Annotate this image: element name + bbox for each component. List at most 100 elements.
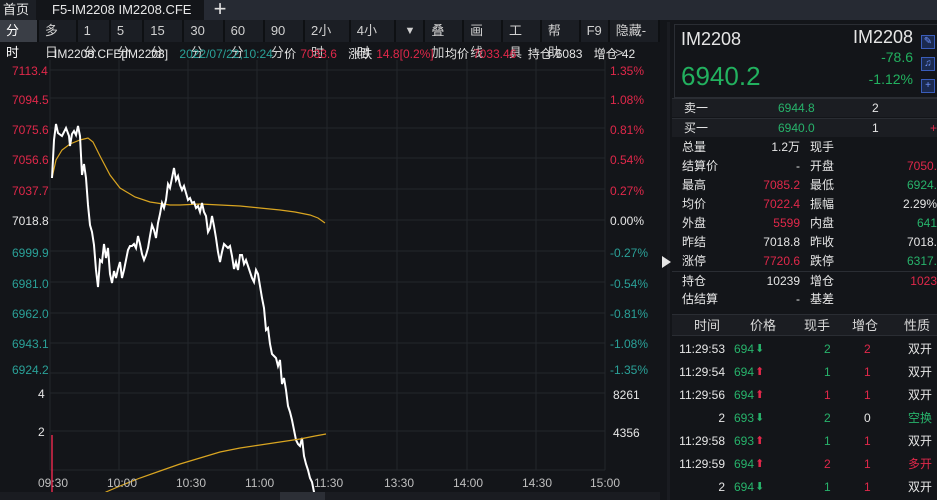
- stat-value: 7720.6: [763, 254, 800, 268]
- tab-bar: 首页 F5-IM2208 IM2208.CFE +: [0, 0, 937, 20]
- tick-row[interactable]: 11:29:56 694 ⬆ 1 1 双开: [672, 384, 937, 407]
- tab-home[interactable]: 首页: [0, 0, 36, 20]
- stat-value: 5599: [773, 216, 800, 230]
- stat-value: 1023: [910, 274, 937, 288]
- price-line: [51, 123, 317, 499]
- alert-bell-icon[interactable]: ♫: [921, 57, 935, 71]
- tick-volume: 2: [824, 411, 831, 425]
- add-tab-button[interactable]: +: [213, 0, 227, 21]
- price-tick: 6962.0: [12, 307, 49, 321]
- tick-oi-change: 1: [864, 388, 871, 402]
- tools-button[interactable]: 工具: [502, 20, 542, 60]
- tick-oi-change: 1: [864, 434, 871, 448]
- period-15m[interactable]: 15分: [144, 20, 185, 60]
- collapse-panel-icon[interactable]: [662, 256, 671, 268]
- stat-value: 7022.4: [763, 197, 800, 211]
- tick-row[interactable]: 2 694 ⬇ 1 1 双开: [672, 476, 937, 499]
- quote-panel: IM2208 IM2208 6940.2 -78.6 -1.12% ✎ ♫ + …: [672, 22, 937, 500]
- stats-row: 估结算 - 基差: [672, 290, 937, 309]
- tick-oi-change: 1: [864, 457, 871, 471]
- tick-nature: 双开: [908, 434, 933, 448]
- ask-qty: 2: [872, 101, 879, 115]
- col-price: 价格: [750, 318, 777, 333]
- pct-tick: -0.54%: [610, 277, 649, 291]
- period-toolbar: 分时 多日 1分 5分 15分 30分 60分 90分 2小时 4小时 ▼ 叠加…: [0, 20, 660, 60]
- tick-volume: 1: [824, 388, 831, 402]
- tick-row[interactable]: 11:29:53 694 ⬇ 2 2 双开: [672, 338, 937, 361]
- period-1m[interactable]: 1分: [77, 20, 111, 60]
- stat-value: -: [796, 159, 800, 173]
- price-tick: 6999.9: [12, 246, 49, 260]
- tick-price: 694: [734, 388, 755, 402]
- stat-value: 1.2万: [771, 140, 800, 154]
- overlay-button[interactable]: 叠加: [425, 20, 465, 60]
- tab-im2208[interactable]: F5-IM2208 IM2208.CFE: [36, 0, 204, 20]
- tick-oi-change: 1: [864, 365, 871, 379]
- scrollbar-thumb[interactable]: [280, 492, 325, 500]
- price-tick: 7018.8: [12, 214, 49, 228]
- stat-value: 7050.: [906, 159, 937, 173]
- bid-label: 买一: [684, 121, 709, 135]
- intraday-chart[interactable]: 7113.4 7094.5 7075.6 7056.6 7037.7 7018.…: [0, 60, 660, 500]
- edit-icon[interactable]: ✎: [921, 35, 935, 49]
- tick-oi-change: 0: [864, 411, 871, 425]
- stat-label: 最低: [810, 178, 835, 192]
- add-icon[interactable]: +: [921, 79, 935, 93]
- period-60m[interactable]: 60分: [224, 20, 265, 60]
- period-30m[interactable]: 30分: [184, 20, 225, 60]
- avg-price-line: [51, 137, 326, 224]
- stat-value: 641: [916, 216, 937, 230]
- stat-label: 均价: [682, 197, 707, 211]
- help-button[interactable]: 帮助: [541, 20, 581, 60]
- up-arrow-icon: ⬆: [755, 458, 765, 470]
- tick-volume: 1: [824, 480, 831, 494]
- f9-button[interactable]: F9: [580, 20, 610, 42]
- price-tick: 7094.5: [12, 93, 49, 107]
- hide-panel-button[interactable]: 隐藏->: [609, 20, 660, 60]
- quote-info-bar: IM2208.CFE[IM2208] 2022/07/22,10:24 价 703…: [0, 44, 660, 64]
- time-scrollbar[interactable]: [0, 492, 660, 500]
- tick-row[interactable]: 11:29:59 694 ⬆ 2 1 多开: [672, 453, 937, 476]
- chart-grid: [49, 60, 606, 471]
- period-5m[interactable]: 5分: [110, 20, 145, 60]
- stat-label: 持仓: [682, 274, 707, 288]
- tick-volume: 1: [824, 434, 831, 448]
- price-tick: 7037.7: [12, 184, 49, 198]
- stat-value: 7085.2: [763, 178, 800, 192]
- stat-label: 总量: [682, 140, 707, 154]
- stat-label: 结算价: [682, 159, 719, 173]
- ask-label: 卖一: [684, 101, 709, 115]
- time-tick: 14:00: [453, 476, 484, 490]
- col-time: 时间: [694, 318, 721, 333]
- tick-price: 694: [734, 457, 755, 471]
- tick-volume: 1: [824, 365, 831, 379]
- period-4h[interactable]: 4小时: [350, 20, 397, 60]
- period-90m[interactable]: 90分: [264, 20, 306, 60]
- volume-bars: [51, 435, 327, 500]
- draw-line-button[interactable]: 画线: [464, 20, 503, 60]
- info-avg: 7033.46: [472, 47, 517, 61]
- period-intraday[interactable]: 分时: [0, 20, 39, 60]
- info-oi-label: 持仓: [527, 47, 552, 61]
- pct-tick: 0.27%: [610, 184, 645, 198]
- chart-canvas: [49, 60, 606, 500]
- period-2h[interactable]: 2小时: [305, 20, 351, 60]
- period-dropdown-icon[interactable]: ▼: [396, 20, 426, 42]
- tick-time: 11:29:58: [679, 434, 725, 448]
- price-tick: 7113.4: [12, 64, 48, 78]
- stats-row: 总量 1.2万 现手: [672, 138, 937, 157]
- ask-price: 6944.8: [778, 101, 815, 115]
- tick-time: 2: [718, 411, 725, 425]
- down-arrow-icon: ⬇: [755, 412, 765, 424]
- tick-row[interactable]: 2 693 ⬇ 2 0 空换: [672, 407, 937, 430]
- ticks-header: 时间 价格 现手 增仓 性质: [672, 314, 937, 336]
- time-tick: 09:30: [38, 476, 69, 490]
- price-tick: 6924.2: [12, 363, 49, 377]
- tick-price: 693: [734, 411, 755, 425]
- tick-row[interactable]: 11:29:54 694 ⬆ 1 1 双开: [672, 361, 937, 384]
- tick-oi-change: 1: [864, 480, 871, 494]
- period-multiday[interactable]: 多日: [38, 20, 78, 60]
- tick-row[interactable]: 11:29:58 693 ⬆ 1 1 双开: [672, 430, 937, 453]
- stat-value: 7018.8: [763, 235, 800, 249]
- tick-price: 694: [734, 480, 755, 494]
